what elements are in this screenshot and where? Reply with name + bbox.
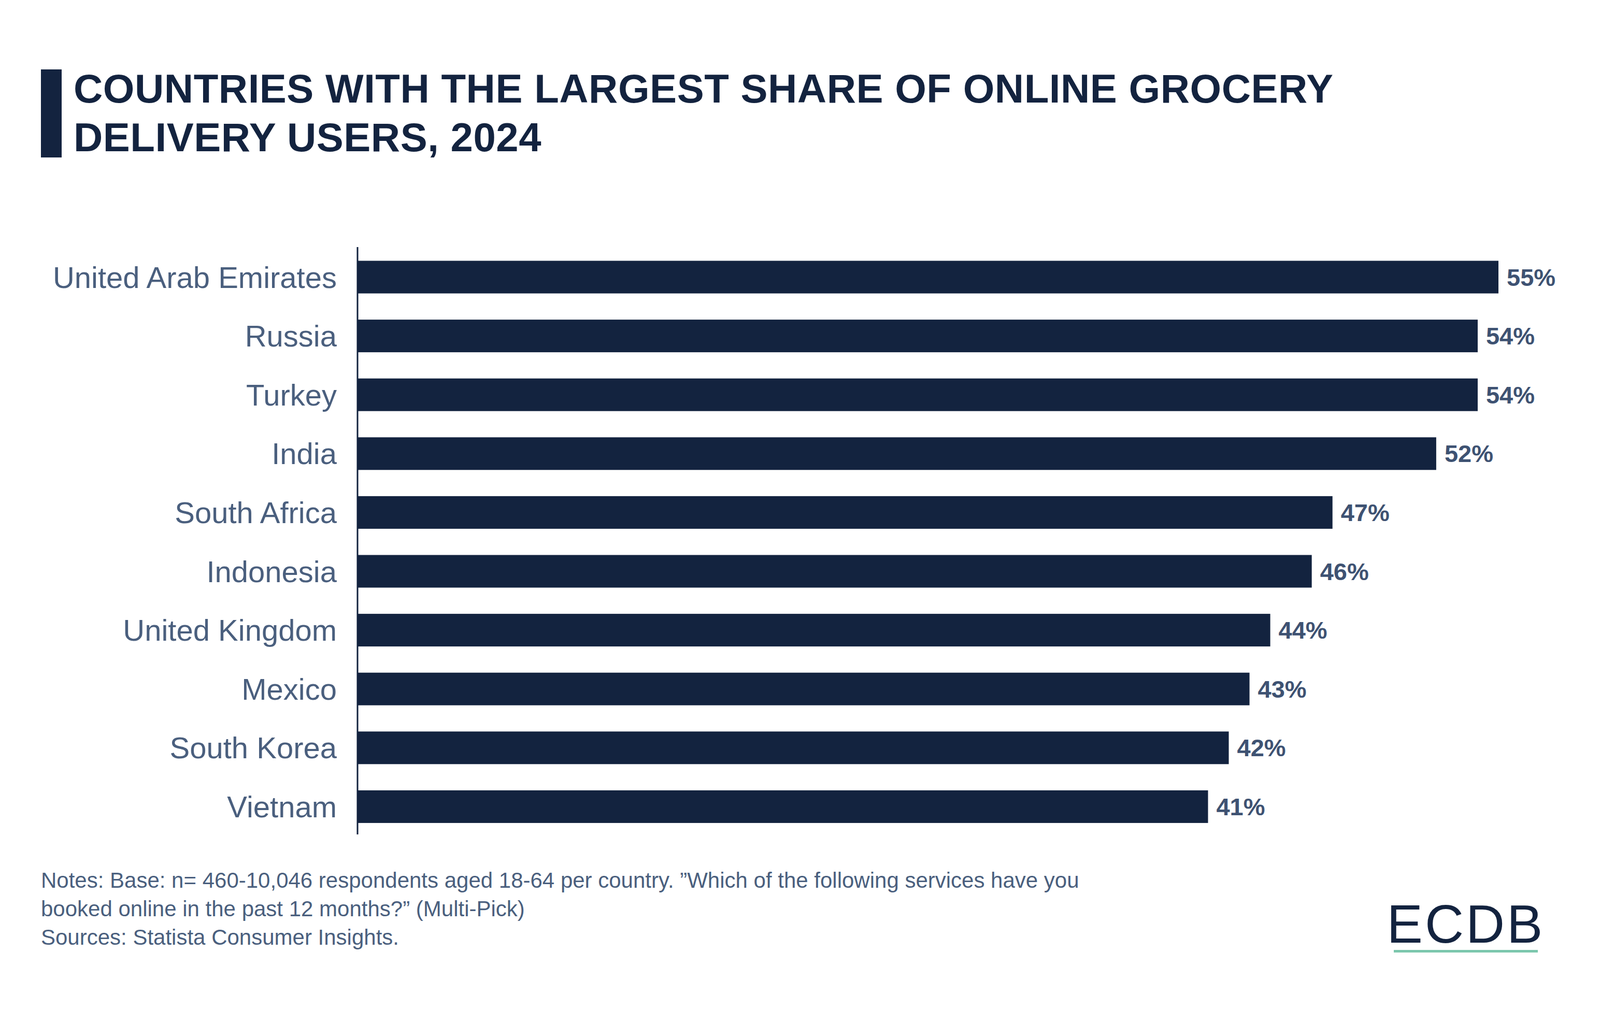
bar (357, 555, 1312, 589)
category-label: Indonesia (206, 554, 337, 589)
category-label: United Kingdom (122, 613, 337, 648)
bar (357, 319, 1478, 353)
data-label: 54% (1486, 381, 1535, 409)
bar (357, 437, 1437, 470)
data-label: 42% (1237, 734, 1287, 762)
bar (357, 378, 1478, 412)
bars (357, 261, 1499, 824)
source: Sources: Statista Consumer Insights. (40, 925, 399, 950)
category-label: South Africa (174, 495, 337, 530)
category-label: India (271, 436, 338, 471)
logo: ECDB (1387, 894, 1546, 955)
category-label: Turkey (246, 378, 337, 412)
note: booked online in the past 12 months?” (M… (40, 896, 525, 922)
bar (357, 261, 1499, 294)
category-label: Mexico (241, 672, 337, 707)
data-label: 47% (1340, 498, 1390, 527)
data-label: 55% (1506, 263, 1556, 292)
data-label: 52% (1444, 439, 1494, 468)
logo-underline (1393, 950, 1538, 953)
title: COUNTRIES WITH THE LARGEST SHARE OF ONLI… (73, 64, 1473, 162)
bar (357, 673, 1250, 706)
bar (357, 496, 1333, 530)
category-label: United Arab Emirates (52, 260, 337, 295)
bar (357, 790, 1208, 824)
data-label: 43% (1258, 675, 1307, 704)
category-label: South Korea (169, 731, 338, 765)
category-label: Vietnam (226, 790, 337, 824)
bar (357, 613, 1271, 647)
chart: 55% United Arab Emirates 54% Russia 54% Turke… (0, 0, 1600, 1010)
category-label: Russia (245, 319, 338, 353)
bar (357, 731, 1230, 765)
axis-line (356, 247, 359, 835)
data-label: 44% (1278, 616, 1328, 645)
note: Notes: Base: n= 460-10,046 respondents a… (40, 868, 1080, 893)
data-label: 41% (1216, 793, 1265, 821)
data-label: 54% (1486, 322, 1535, 350)
title-bar (40, 69, 62, 158)
data-label: 46% (1320, 558, 1369, 586)
